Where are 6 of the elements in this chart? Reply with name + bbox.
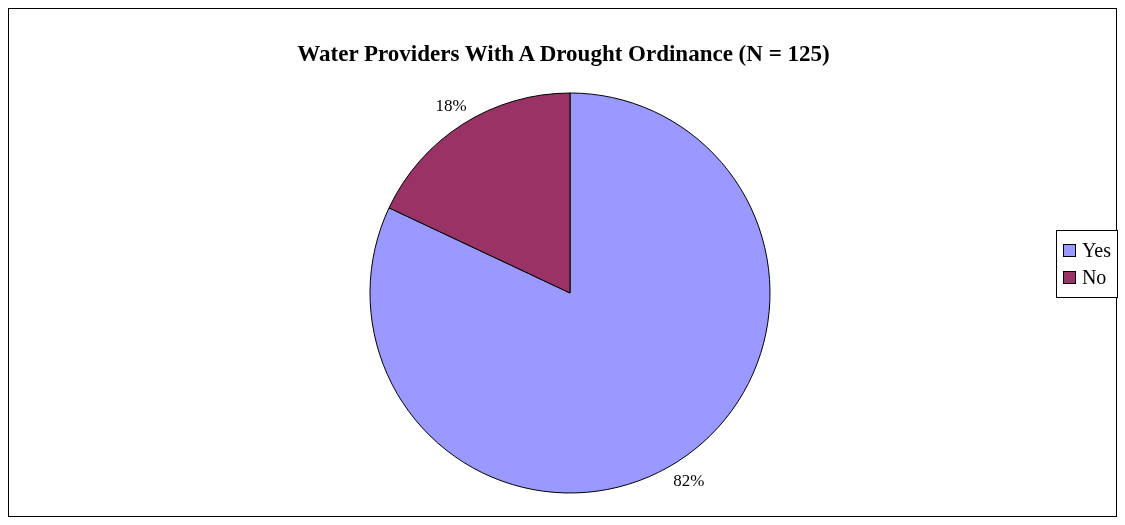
chart-title: Water Providers With A Drought Ordinance (N = 125) (296, 41, 831, 67)
legend-label: No (1081, 265, 1107, 289)
legend-label: Yes (1081, 238, 1111, 262)
data-label: 82% (673, 470, 705, 490)
pie-slice (369, 92, 771, 494)
data-label: 18% (435, 96, 467, 116)
